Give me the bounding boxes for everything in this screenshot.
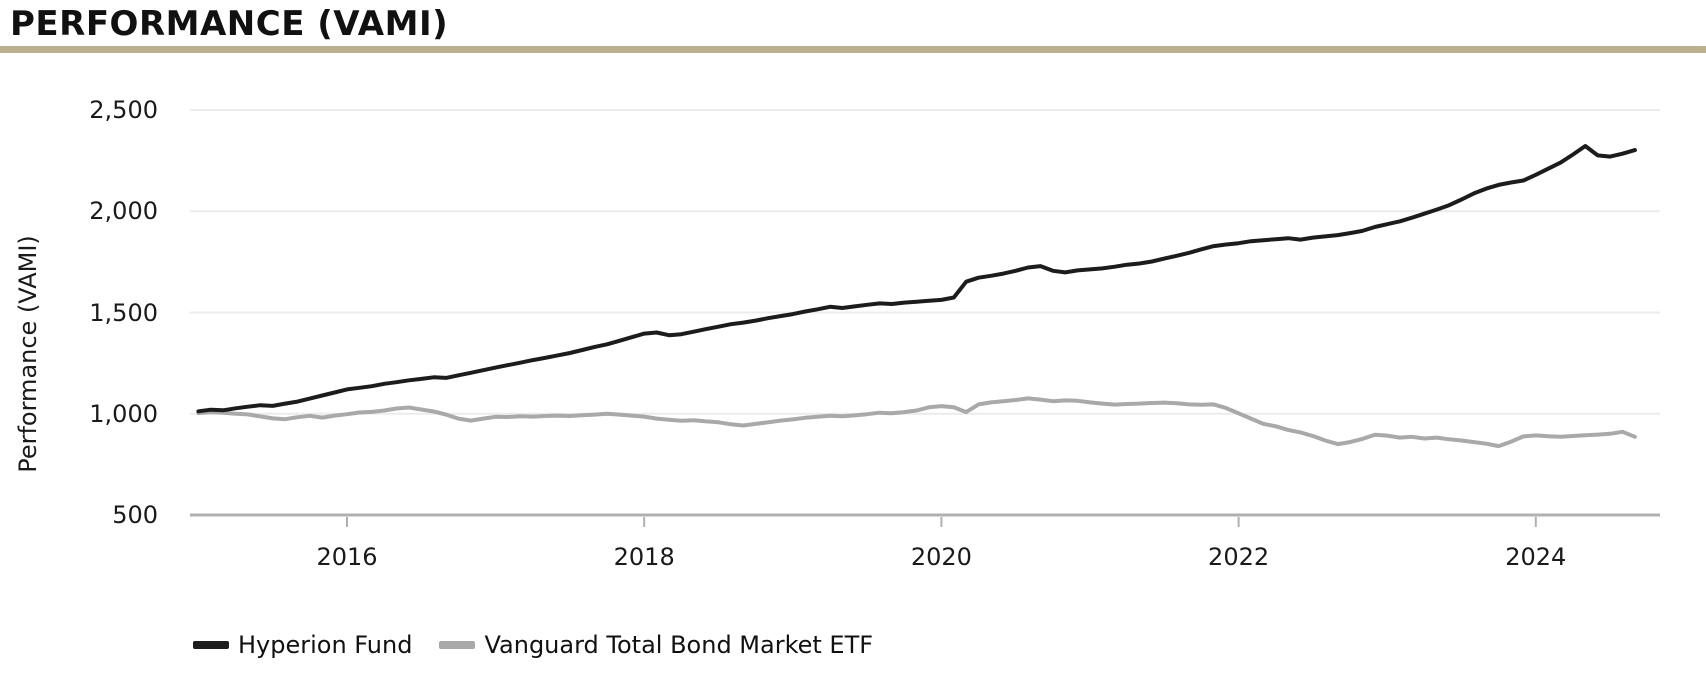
vami-line-chart: Performance (VAMI) 500 1,000 1,500 2,000 2,5… — [0, 55, 1706, 698]
y-tick-label-500: 500 — [112, 501, 158, 529]
legend-swatch-hyperion-fund — [193, 641, 229, 649]
series-line-1 — [196, 396, 1637, 449]
y-tick-label-1000: 1,000 — [89, 399, 158, 428]
y-axis-title-text: Performance (VAMI) — [14, 235, 42, 473]
y-tick-label-2000: 2,000 — [89, 197, 158, 226]
page-title: PERFORMANCE (VAMI) — [10, 4, 449, 44]
x-tick-label-2018: 2018 — [613, 543, 675, 571]
plot-area — [190, 109, 1660, 527]
series-line-0 — [196, 144, 1637, 414]
title-divider-rule — [0, 46, 1706, 53]
legend-swatch-vanguard-etf — [439, 641, 476, 649]
x-tick-label-2020: 2020 — [910, 543, 972, 571]
x-tick-label-2022: 2022 — [1208, 543, 1270, 571]
y-tick-label-1500: 1,500 — [89, 298, 158, 327]
page-header: PERFORMANCE (VAMI) — [0, 0, 1706, 53]
y-tick-label-2500: 2,500 — [89, 96, 158, 124]
legend-label-vanguard-etf: Vanguard Total Bond Market ETF — [484, 631, 874, 659]
chart-legend: Hyperion Fund Vanguard Total Bond Market… — [193, 631, 873, 659]
x-tick-label-2024: 2024 — [1505, 543, 1567, 571]
legend-label-hyperion-fund: Hyperion Fund — [238, 631, 413, 659]
x-tick-label-2016: 2016 — [316, 543, 378, 571]
